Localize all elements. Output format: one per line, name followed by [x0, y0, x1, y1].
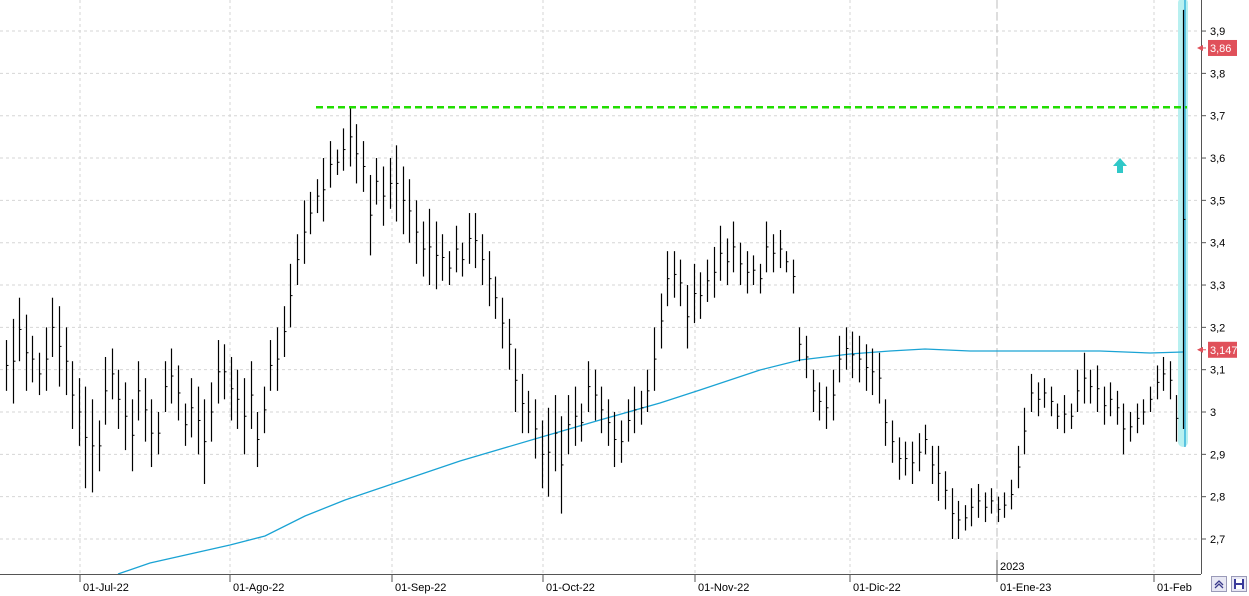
y-tick-label: 3,1: [1210, 365, 1225, 377]
save-icon[interactable]: [1231, 576, 1247, 592]
y-tick-label: 3,3: [1210, 280, 1225, 292]
y-tick-label: 2,7: [1210, 534, 1225, 546]
gridlines: [0, 0, 1200, 574]
x-tick-label: 01-Sep-22: [395, 582, 446, 594]
x-axis: 01-Jul-22 01-Ago-22 01-Sep-22 01-Oct-22 01-N…: [0, 560, 1201, 594]
moving-average-badge-bg: [1208, 341, 1237, 358]
y-tick-label: 3,7: [1210, 111, 1225, 123]
x-tick-label: 01-Jul-22: [83, 582, 129, 594]
y-tick-label: 3,6: [1210, 153, 1225, 165]
up-arrow-icon: [1113, 158, 1127, 173]
chart-markers: [1113, 158, 1127, 173]
last-price-badge: 3,86: [1210, 43, 1231, 55]
y-tick-label: 2,8: [1210, 492, 1225, 504]
x-tick-label: 01-Dic-22: [853, 582, 901, 594]
y-tick-label: 2,9: [1210, 449, 1225, 461]
y-tick-label: 3,5: [1210, 195, 1225, 207]
zoom-fit-icon[interactable]: [1211, 576, 1227, 592]
moving-average-badge: 3,147: [1210, 345, 1238, 357]
moving-average-layer: [117, 348, 1184, 575]
y-tick-label: 3,4: [1210, 238, 1225, 250]
y-axis: 2,7 2,8 2,9 3 3,1 3,2 3,3 3,4 3,5 3,6 3,7 3,8 3,9: [1201, 0, 1225, 574]
y-tick-label: 3: [1210, 407, 1216, 419]
x-tick-label: 01-Nov-22: [698, 582, 749, 594]
y-tick-label: 3,2: [1210, 322, 1225, 334]
y-tick-label: 3,8: [1210, 68, 1225, 80]
last-price-badge-bg: [1208, 39, 1237, 56]
x-tick-label: 01-Ene-23: [1000, 582, 1051, 594]
x-tick-label: 01-Feb: [1157, 582, 1192, 594]
y-tick-label: 3,9: [1210, 26, 1225, 38]
year-marker-label: 2023: [1000, 561, 1024, 573]
x-tick-label: 01-Ago-22: [233, 582, 284, 594]
x-tick-label: 01-Oct-22: [546, 582, 595, 594]
moving-average-line: [117, 348, 1184, 575]
price-bars: [5, 9, 1186, 539]
price-badges: 3,86 3,147: [1197, 39, 1238, 358]
